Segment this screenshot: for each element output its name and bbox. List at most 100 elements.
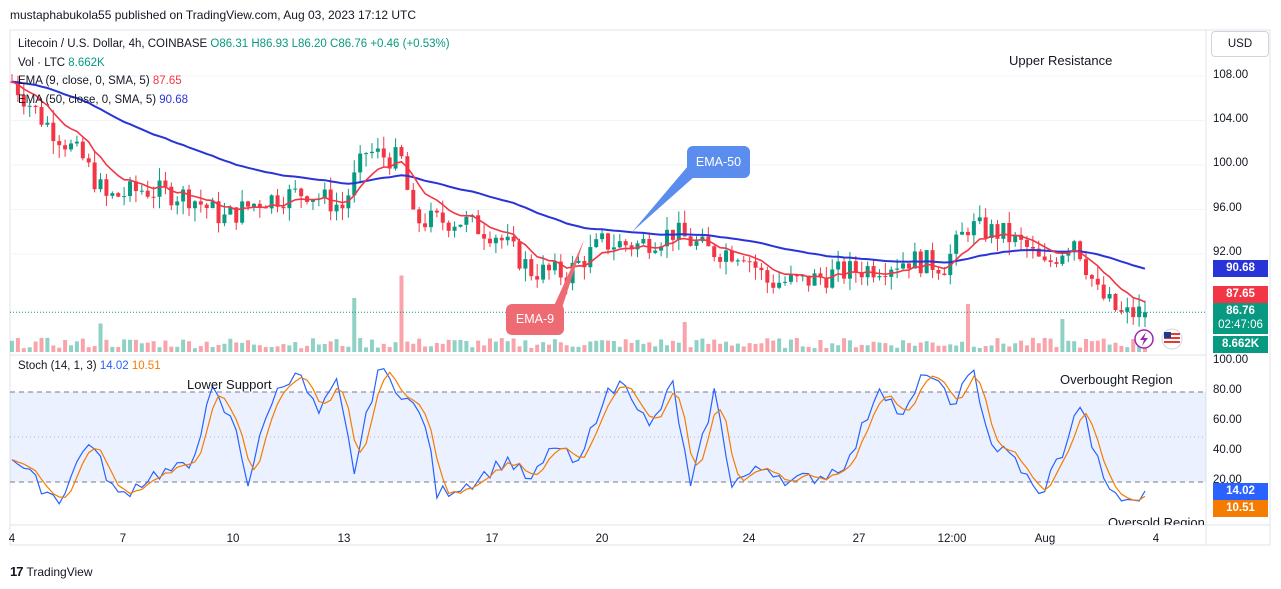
candle-body [57, 141, 62, 146]
candle-body [1078, 241, 1083, 260]
brand-name: TradingView [26, 564, 93, 579]
volume-bar [901, 340, 906, 352]
volume-bar [1066, 340, 1071, 352]
price-tick: 100.00 [1213, 157, 1249, 169]
candle-body [753, 261, 758, 268]
volume-bar [511, 338, 516, 352]
candle-body [558, 261, 563, 278]
bar-countdown: 02:47:06 [1218, 319, 1263, 331]
oversold-region-label: Oversold Region [1108, 515, 1205, 525]
ema50-row[interactable]: EMA (50, close, 0, SMA, 5) 90.68 [18, 91, 450, 110]
candle-body [788, 274, 793, 282]
candle-body [287, 189, 292, 209]
candle-body [369, 151, 374, 154]
candle-body [1013, 234, 1018, 243]
volume-bar [847, 340, 852, 352]
stoch-legend[interactable]: Stoch (14, 1, 3) 14.02 10.51 [18, 360, 161, 372]
ema50-line [11, 80, 1146, 270]
time-tick: 4 [8, 533, 16, 545]
candle-body [895, 268, 900, 270]
volume-bar [122, 339, 127, 352]
tradingview-logo-icon: 17 [10, 564, 24, 579]
footer-brand[interactable]: 17 TradingView [10, 564, 93, 579]
volume-bar [842, 338, 847, 352]
ema9-row[interactable]: EMA (9, close, 0, SMA, 5) 87.65 [18, 72, 450, 91]
volume-bar [39, 337, 44, 352]
candle-body [375, 148, 380, 152]
candle-body [133, 181, 138, 192]
candle-body [694, 241, 699, 246]
volume-bar [747, 343, 752, 352]
candle-body [464, 216, 469, 225]
volume-row[interactable]: Vol · LTC 8.662K [18, 54, 450, 73]
upper-resistance-label: Upper Resistance [1009, 53, 1113, 68]
candle-body [1125, 307, 1130, 312]
volume-bar [487, 338, 492, 352]
stoch-label: Stoch (14, 1, 3) [18, 360, 97, 372]
candle-body [434, 210, 439, 213]
candle-body [122, 196, 127, 198]
stoch-tick: 80.00 [1213, 384, 1242, 396]
volume-bar [181, 339, 186, 352]
volume-bar [759, 343, 764, 352]
volume-bar [169, 346, 174, 352]
volume-bar [558, 342, 563, 352]
volume-bar [676, 342, 681, 352]
price-tick: 92.00 [1213, 246, 1242, 258]
volume-bar [895, 347, 900, 352]
candle-body [1054, 262, 1059, 264]
volume-bar [971, 346, 976, 352]
candle-body [611, 247, 616, 250]
volume-bar [889, 345, 894, 352]
volume-bar [836, 345, 841, 352]
candle-body [181, 189, 186, 202]
stoch-d-line [11, 371, 1146, 501]
symbol-title[interactable]: Litecoin / U.S. Dollar, 4h, COINBASE [18, 38, 208, 50]
candle-body [930, 250, 935, 270]
volume-bar [145, 342, 150, 352]
candle-body [912, 251, 917, 269]
volume-bar [877, 342, 882, 352]
volume-bar [458, 339, 463, 352]
volume-bar [346, 346, 351, 352]
ohlc-high: H86.93 [251, 38, 289, 50]
currency-button[interactable]: USD [1211, 31, 1269, 57]
candle-body [163, 180, 168, 187]
candle-body [647, 238, 652, 253]
ohlc-close: C86.76 [330, 38, 368, 50]
candle-body [735, 260, 740, 262]
volume-bar [724, 341, 729, 352]
candle-body [387, 157, 392, 169]
volume-bar [765, 338, 770, 352]
candle-body [104, 179, 109, 196]
volume-bar [405, 341, 410, 352]
volume-bar [883, 343, 888, 352]
volume-bar [853, 347, 858, 352]
volume-bar [139, 343, 144, 352]
volume-bar [340, 345, 345, 352]
candle-body [794, 274, 799, 277]
volume-bar [806, 346, 811, 352]
volume-bar [865, 345, 870, 352]
candle-body [1072, 241, 1077, 252]
candle-body [871, 266, 876, 278]
volume-bar [187, 341, 192, 352]
volume-bar [629, 342, 634, 352]
candle-body [251, 203, 256, 207]
volume-bar [1042, 337, 1047, 352]
volume-bar [1036, 343, 1041, 352]
volume-bar [623, 339, 628, 352]
volume-bar [381, 343, 386, 352]
candle-body [428, 210, 433, 228]
volume-bar [960, 341, 965, 352]
candle-body [45, 122, 50, 125]
volume-bar [434, 342, 439, 352]
candle-body [1019, 234, 1024, 240]
volume-bar [240, 342, 245, 352]
volume-bar [482, 345, 487, 352]
chart-frame [9, 29, 1271, 546]
candle-body [1007, 222, 1012, 243]
stoch-tick: 100.00 [1213, 354, 1249, 366]
volume-bar [665, 345, 670, 352]
